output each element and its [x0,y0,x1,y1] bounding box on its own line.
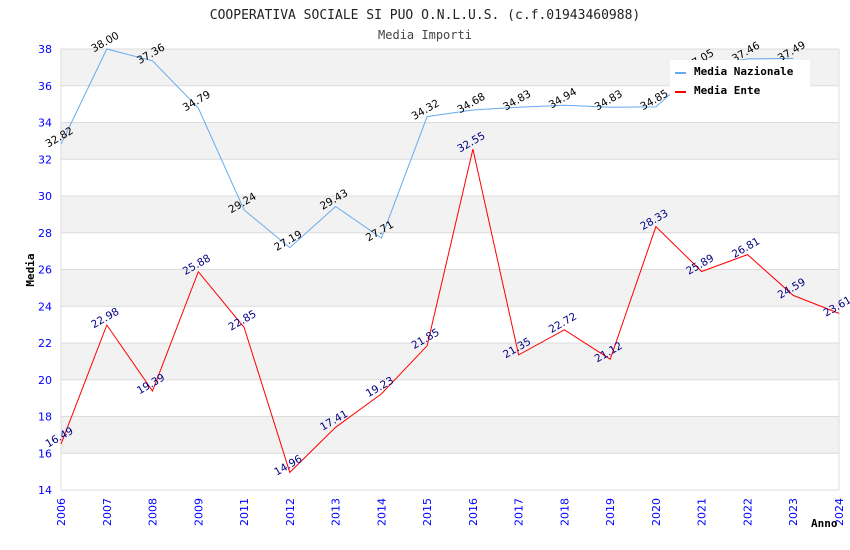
grid-band [61,232,839,270]
x-tick-label: 2007 [101,498,114,526]
x-tick-label: 2011 [238,498,251,526]
grid-band [61,379,839,417]
x-tick-label: 2023 [787,498,800,526]
y-tick-label: 16 [38,447,52,460]
legend-label-ente: Media Ente [694,84,761,97]
x-axis-label: Anno [811,517,838,530]
grid-band [61,159,839,196]
grid-band [61,416,839,454]
y-tick-label: 24 [38,300,52,313]
grid-band [61,122,839,160]
x-tick-label: 2018 [558,498,571,526]
x-tick-label: 2020 [650,498,663,526]
grid-bands [60,48,840,491]
grid-band [61,196,839,233]
y-tick-label: 26 [38,264,52,277]
y-tick-label: 36 [38,80,52,93]
chart-title: COOPERATIVA SOCIALE SI PUO O.N.L.U.S. (c… [210,8,640,23]
y-tick-label: 38 [38,43,52,56]
x-tick-label: 2019 [604,498,617,526]
legend-box [670,60,810,100]
y-axis-label: Media [24,253,37,286]
grid-band [61,343,839,380]
y-tick-label: 28 [38,227,52,240]
grid-band [61,269,839,307]
y-tick-label: 30 [38,190,52,203]
x-tick-label: 2014 [375,498,388,526]
grid-band [61,306,839,343]
x-tick-label: 2015 [421,498,434,526]
x-tick-label: 2016 [467,498,480,526]
x-tick-label: 2006 [55,498,68,526]
x-axis: 2006 2007 2008 2009 2011 2012 2013 2014 2015 2016… [55,498,846,526]
grid-band [61,453,839,490]
y-tick-label: 34 [38,117,52,130]
x-tick-label: 2013 [330,498,343,526]
chart-subtitle: Media Importi [378,28,472,42]
legend: Media Nazionale Media Ente [670,60,810,100]
y-tick-label: 14 [38,484,52,497]
x-tick-label: 2008 [147,498,160,526]
x-tick-label: 2009 [192,498,205,526]
y-axis: 14 16 18 20 22 24 26 28 30 32 34 36 38 [38,43,52,497]
legend-label-nazionale: Media Nazionale [694,65,794,78]
x-tick-label: 2021 [696,498,709,526]
x-tick-label: 2024 [833,498,846,526]
y-tick-label: 32 [38,153,52,166]
x-tick-label: 2017 [513,498,526,526]
y-tick-label: 22 [38,337,52,350]
y-tick-label: 18 [38,411,52,424]
x-tick-label: 2012 [284,498,297,526]
x-tick-label: 2022 [741,498,754,526]
series-line-ente [60,148,840,474]
y-tick-label: 20 [38,374,52,387]
